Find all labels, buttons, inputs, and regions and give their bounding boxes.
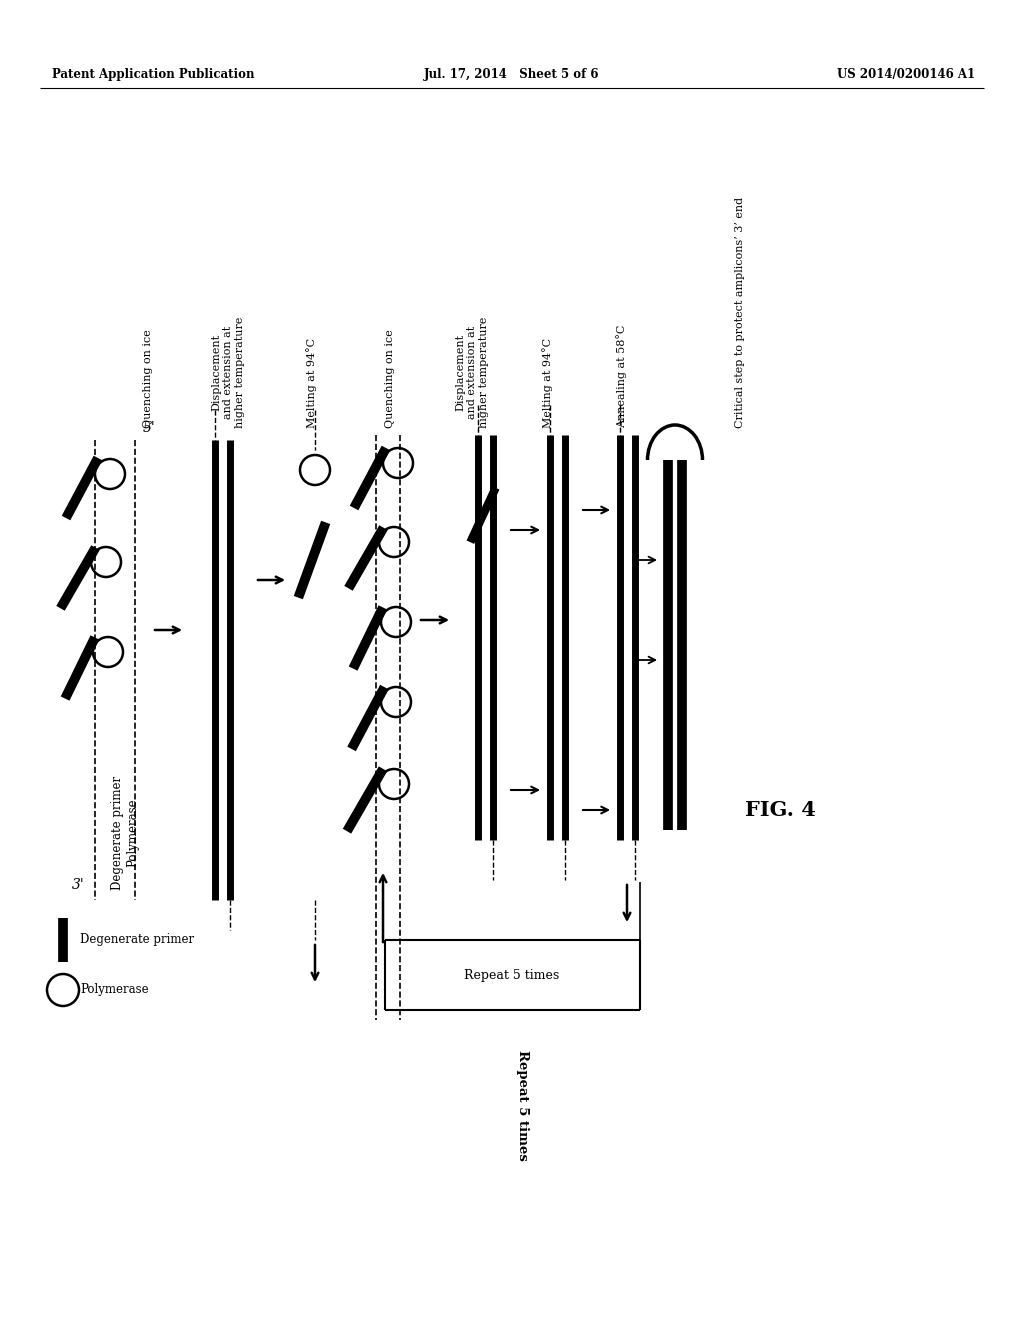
Text: US 2014/0200146 A1: US 2014/0200146 A1 [837,69,975,81]
Text: Degenerate primer: Degenerate primer [80,933,195,946]
Text: Annealing at 58°C: Annealing at 58°C [616,325,628,428]
Text: Patent Application Publication: Patent Application Publication [52,69,255,81]
Text: Polymerase: Polymerase [80,983,148,997]
Text: Quenching on ice: Quenching on ice [143,329,153,428]
Text: 3': 3' [73,878,85,892]
Text: Jul. 17, 2014   Sheet 5 of 6: Jul. 17, 2014 Sheet 5 of 6 [424,69,600,81]
Text: Repeat 5 times: Repeat 5 times [515,1049,528,1160]
Text: Displacement
and extension at
higher temperature: Displacement and extension at higher tem… [456,317,488,428]
Text: FIG. 4: FIG. 4 [744,800,815,820]
Text: 5': 5' [143,421,156,436]
Text: Repeat 5 times: Repeat 5 times [464,969,560,982]
Text: Degenerate primer
Polymerase: Degenerate primer Polymerase [111,776,139,890]
Text: Melting at 94°C: Melting at 94°C [306,338,317,428]
Text: Melting at 94°C: Melting at 94°C [543,338,553,428]
Text: Displacement
and extension at
higher temperature: Displacement and extension at higher tem… [211,317,245,428]
Text: Quenching on ice: Quenching on ice [385,329,395,428]
Text: Critical step to protect amplicons’ 3’ end: Critical step to protect amplicons’ 3’ e… [735,197,745,428]
